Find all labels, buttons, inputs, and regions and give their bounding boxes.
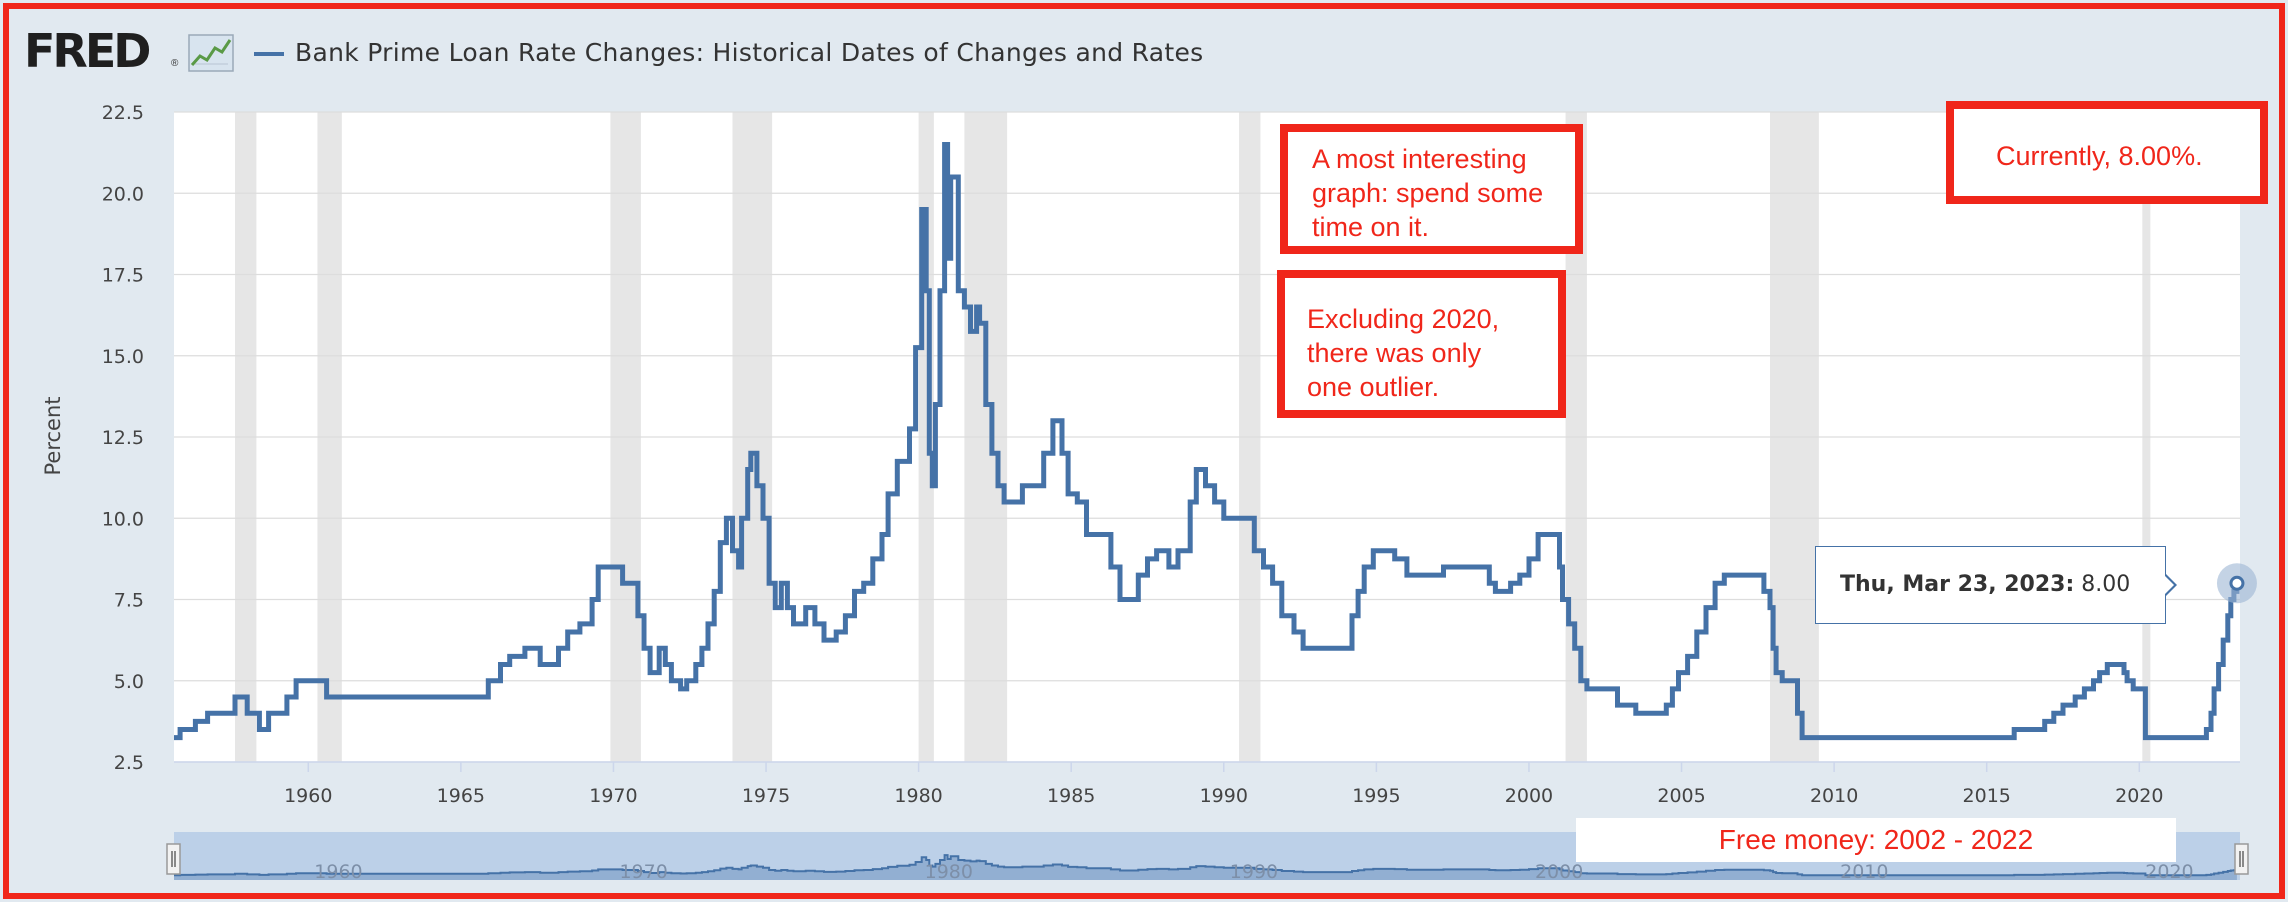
tooltip-date: Thu, Mar 23, 2023:: [1840, 572, 2075, 597]
annotation-free-money: Free money: 2002 - 2022: [1576, 818, 2176, 862]
x-tick-label: 1980: [894, 785, 942, 807]
tooltip-pointer-fill: [2164, 575, 2174, 595]
current-point-dot: [2229, 575, 2245, 591]
navigator-tick-label: 2010: [1840, 861, 1888, 883]
annotation-line: time on it.: [1312, 212, 1430, 242]
y-tick-label: 22.5: [102, 102, 144, 124]
navigator-tick-label: 2000: [1535, 861, 1583, 883]
y-tick-label: 7.5: [114, 590, 144, 612]
y-tick-label: 15.0: [102, 346, 144, 368]
x-tick-label: 2000: [1505, 785, 1553, 807]
x-tick-label: 1965: [437, 785, 485, 807]
fred-logo[interactable]: FRED: [24, 24, 151, 78]
y-tick-label: 20.0: [102, 183, 144, 205]
annotation-line: one outlier.: [1307, 372, 1440, 402]
line-chart-icon: [188, 34, 234, 72]
annotation-interesting: A most interesting graph: spend some tim…: [1280, 124, 1583, 254]
annotation-line: Currently, 8.00%.: [1996, 141, 2203, 171]
navigator-handle-right[interactable]: [2234, 843, 2249, 875]
tooltip: Thu, Mar 23, 2023: 8.00: [1815, 546, 2166, 624]
x-tick-label: 1970: [589, 785, 637, 807]
navigator-tick-label: 1990: [1230, 861, 1278, 883]
navigator-tick-label: 1960: [314, 861, 362, 883]
tooltip-value: 8.00: [2081, 572, 2131, 597]
navigator-line: [174, 854, 2238, 877]
x-tick-label: 2015: [1963, 785, 2011, 807]
legend-swatch: [254, 52, 284, 56]
registered-mark: ®: [171, 58, 179, 69]
chart-title: Bank Prime Loan Rate Changes: Historical…: [295, 38, 1204, 67]
y-axis-label: Percent: [41, 396, 65, 475]
y-tick-label: 2.5: [114, 752, 144, 774]
navigator-tick-label: 1980: [925, 861, 973, 883]
x-tick-label: 1985: [1047, 785, 1095, 807]
series-line[interactable]: [174, 142, 2240, 741]
annotation-line: A most interesting: [1312, 144, 1527, 174]
x-tick-label: 2010: [1810, 785, 1858, 807]
x-tick-label: 1995: [1352, 785, 1400, 807]
navigator-ticks: 1960 1970 1980 1990 2000 2010 2020: [314, 861, 2193, 883]
x-tick-label: 1960: [284, 785, 332, 807]
navigator-tick-label: 2020: [2145, 861, 2193, 883]
x-axis-ticks: 1960 1965 1970 1975 1980 1985 1990 1995 2000 2005…: [284, 762, 2163, 807]
x-tick-label: 1990: [1200, 785, 1248, 807]
navigator-tick-label: 1970: [619, 861, 667, 883]
y-tick-label: 10.0: [102, 508, 144, 530]
annotation-line: there was only: [1307, 338, 1482, 368]
navigator-handle-left[interactable]: [166, 843, 181, 875]
x-tick-label: 2020: [2115, 785, 2163, 807]
y-tick-label: 17.5: [102, 265, 144, 287]
y-axis-ticks: 2.5 5.0 7.5 10.0 12.5 15.0 17.5 20.0 22.5: [102, 102, 144, 774]
x-tick-label: 2005: [1657, 785, 1705, 807]
y-tick-label: 12.5: [102, 427, 144, 449]
annotation-line: graph: spend some: [1312, 178, 1544, 208]
annotation-line: Excluding 2020,: [1307, 304, 1500, 334]
annotation-excluding: Excluding 2020, there was only one outli…: [1277, 270, 1566, 418]
x-tick-label: 1975: [742, 785, 790, 807]
y-tick-label: 5.0: [114, 671, 144, 693]
annotation-currently: Currently, 8.00%.: [1946, 101, 2268, 204]
current-point-marker[interactable]: [2216, 563, 2257, 604]
